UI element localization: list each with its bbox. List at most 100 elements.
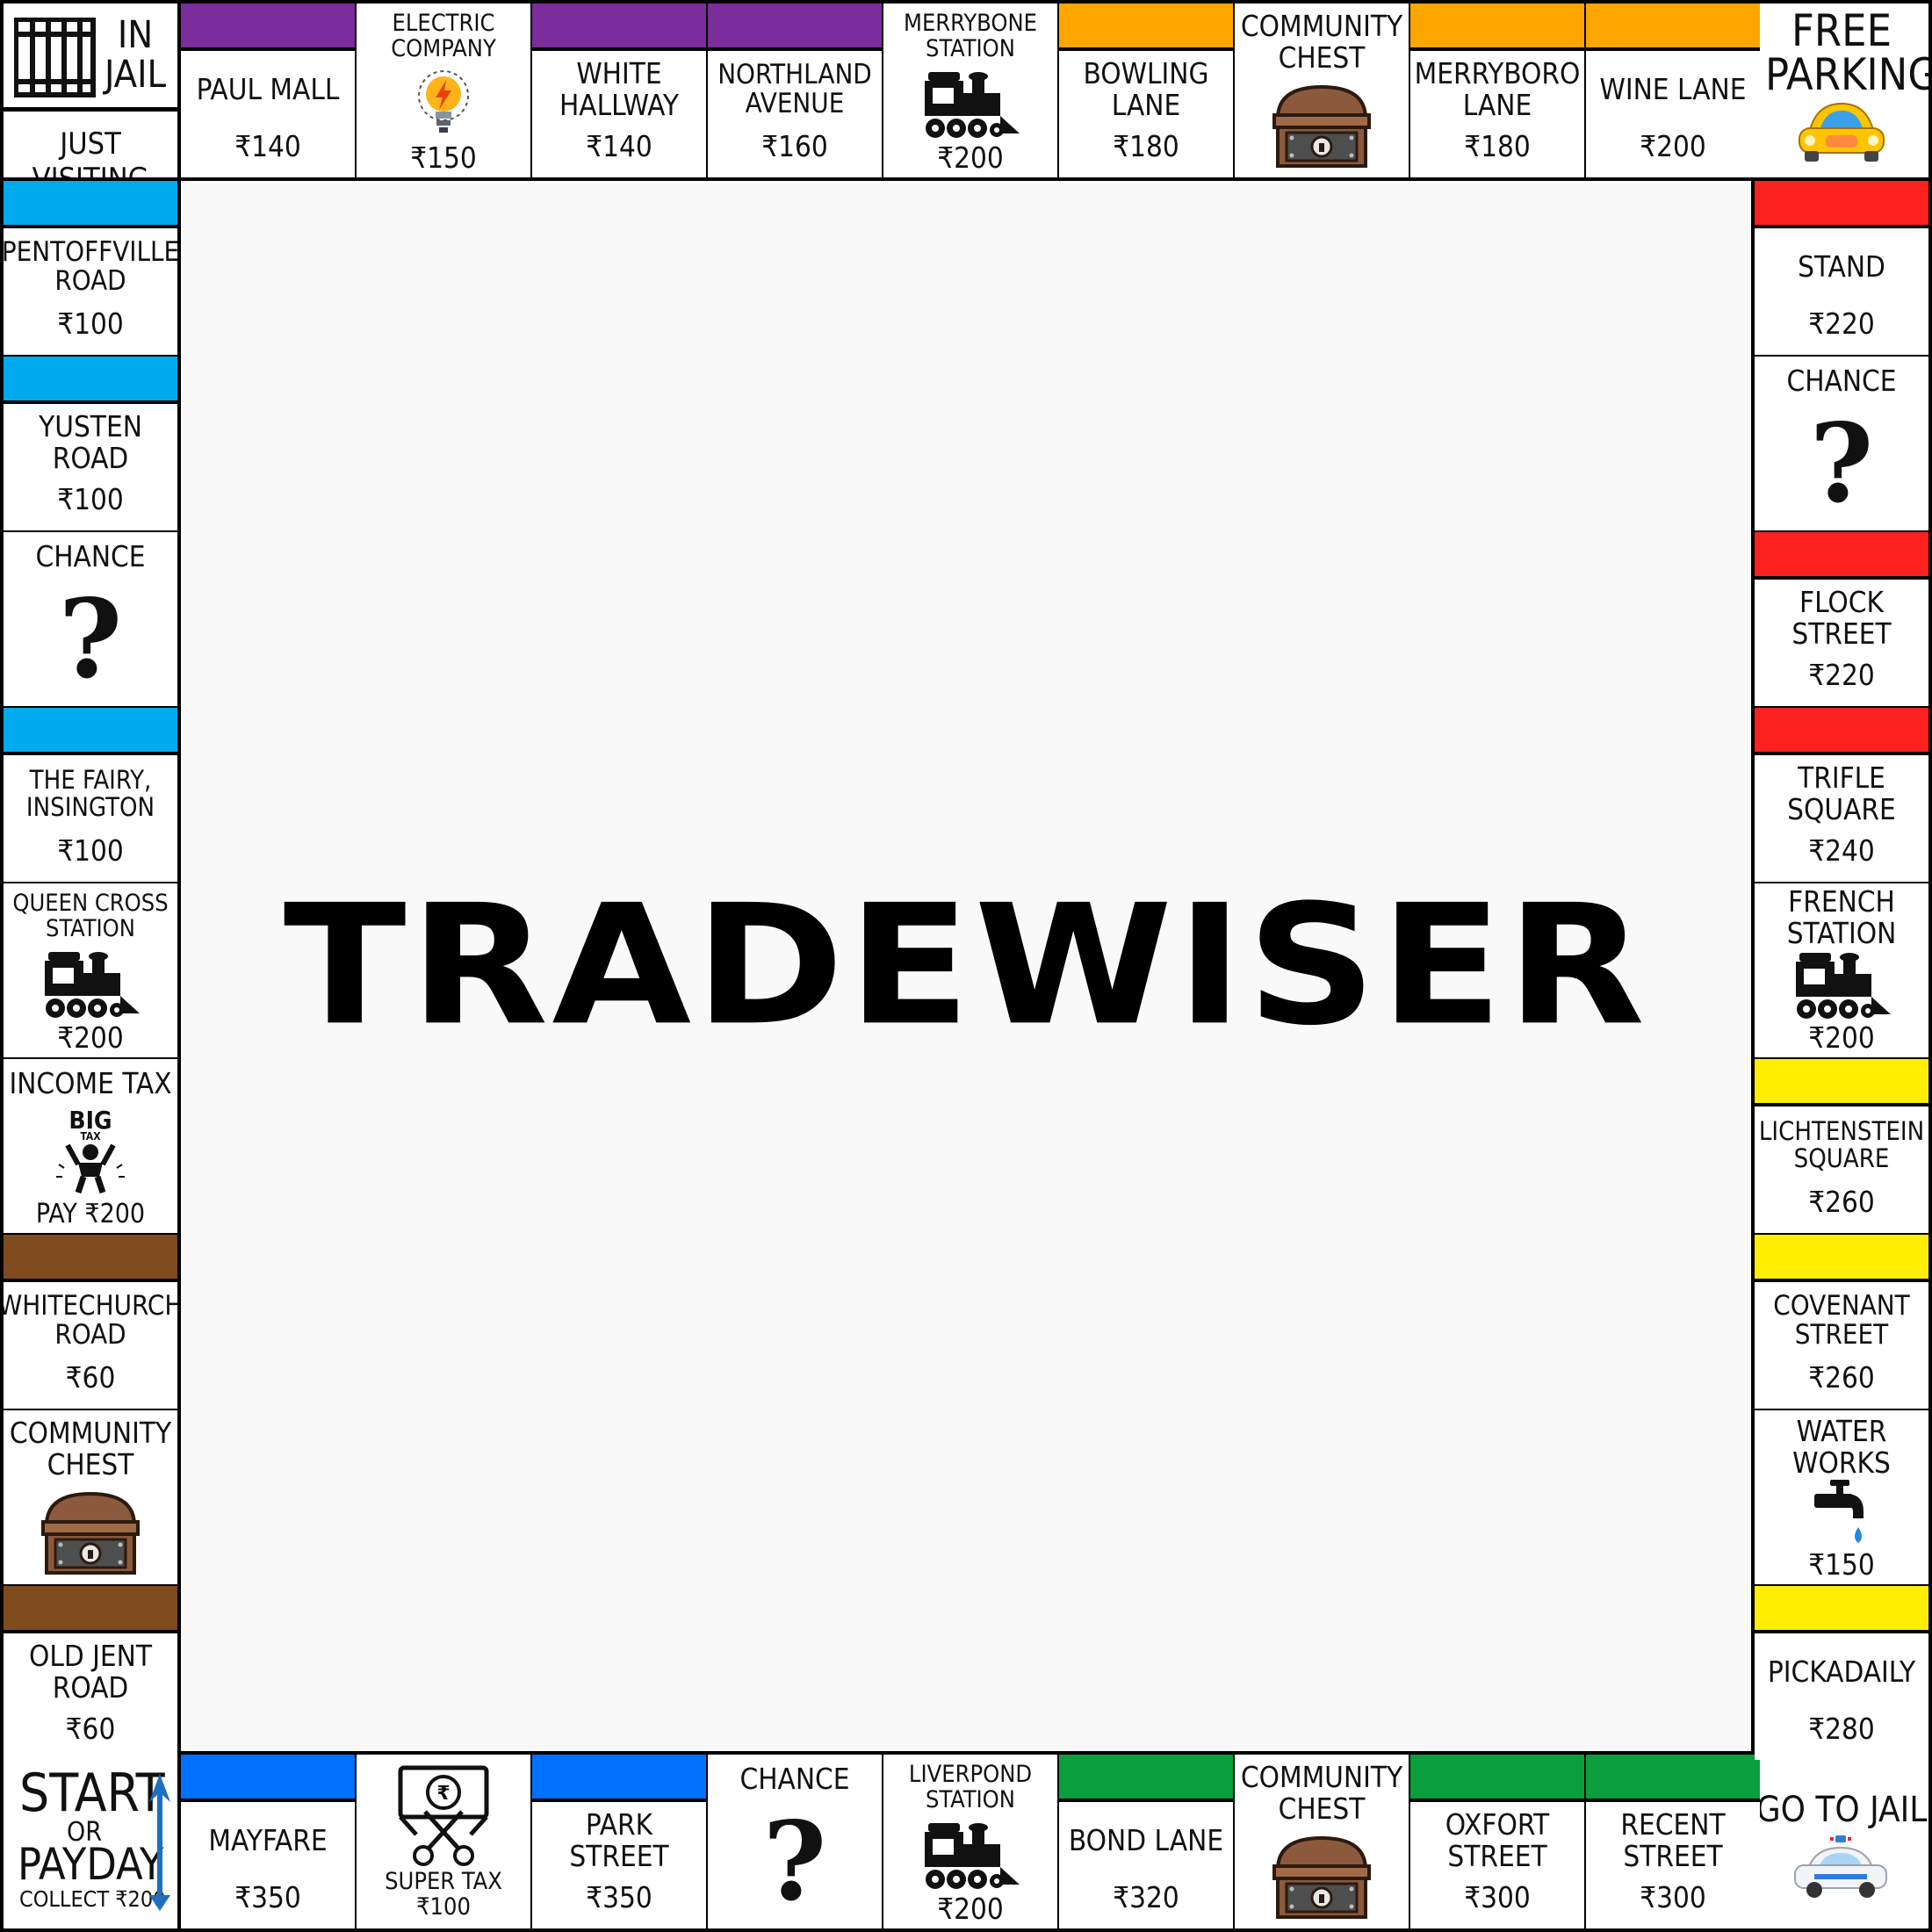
color-band	[1586, 4, 1760, 51]
board-center: TRADEWISER	[181, 181, 1751, 1751]
top-tile-paul-mall[interactable]: PAUL MALL ₹140	[181, 4, 355, 177]
property-name: STAND	[1798, 249, 1885, 285]
bottom-tile-recent-street[interactable]: RECENT STREET ₹300	[1586, 1755, 1760, 1928]
space-name: WATER WORKS	[1792, 1413, 1891, 1480]
space-price: ₹200	[57, 1020, 124, 1055]
property-name: PENTOFFVILLE ROAD	[4, 235, 177, 297]
space-name: MERRYBONE STATION	[904, 10, 1037, 63]
right-tile-french-station[interactable]: FRENCH STATION ₹200	[1755, 883, 1928, 1057]
bottom-tile-liverpond-station[interactable]: LIVERPOND STATION ₹200	[883, 1755, 1057, 1928]
svg-text:₹: ₹	[436, 1783, 450, 1805]
train-icon	[918, 61, 1023, 143]
space-name: FRENCH STATION	[1786, 883, 1897, 950]
payday-label: PAYDAY	[18, 1839, 164, 1890]
property-name: THE FAIRY, INSINGTON	[25, 764, 155, 822]
right-tile-stand[interactable]: STAND ₹220	[1755, 181, 1928, 355]
color-band	[1755, 181, 1928, 228]
property-price: ₹180	[1113, 129, 1179, 163]
left-tile-pentoffville-road[interactable]: PENTOFFVILLE ROAD ₹100	[4, 181, 177, 355]
property-name: FLOCK STREET	[1791, 585, 1892, 651]
space-name: COMMUNITY CHEST	[9, 1416, 172, 1481]
property-name: WHITE HALLWAY	[559, 56, 680, 122]
right-tile-lichtenstein-square[interactable]: LICHTENSTEIN SQUARE ₹260	[1755, 1059, 1928, 1233]
property-price: ₹140	[586, 129, 652, 163]
left-tile-community-chest[interactable]: COMMUNITY CHEST	[4, 1410, 177, 1584]
color-band	[532, 4, 706, 51]
top-tile-wine-lane[interactable]: WINE LANE ₹200	[1586, 4, 1760, 177]
top-tile-white-hallway[interactable]: WHITE HALLWAY ₹140	[532, 4, 706, 177]
property-name: MAYFARE	[208, 1823, 328, 1858]
space-name: COMMUNITY CHEST	[1240, 1760, 1403, 1826]
bottom-tile-park-street[interactable]: PARK STREET ₹350	[532, 1755, 706, 1928]
color-band	[1059, 1755, 1233, 1802]
space-name: LIVERPOND STATION	[908, 1761, 1033, 1814]
top-tile-merryboro-lane[interactable]: MERRYBORO LANE ₹180	[1410, 4, 1584, 177]
left-tile-chance[interactable]: CHANCE?	[4, 532, 177, 706]
bottom-tile-community-chest[interactable]: COMMUNITY CHEST	[1235, 1755, 1409, 1928]
property-price: ₹320	[1113, 1880, 1179, 1914]
color-band	[532, 1755, 706, 1802]
bottom-tile-mayfare[interactable]: MAYFARE ₹350	[181, 1755, 355, 1928]
question-mark-icon: ?	[762, 1799, 827, 1926]
color-band	[181, 4, 355, 51]
color-band	[708, 4, 882, 51]
corner-go-to-jail[interactable]: GO TO JAIL	[1755, 1755, 1928, 1928]
corner-free-parking[interactable]: FREE PARKING	[1755, 4, 1928, 177]
left-tile-queen-cross-station[interactable]: QUEEN CROSS STATION ₹200	[4, 883, 177, 1057]
board-title: TRADEWISER	[283, 869, 1649, 1063]
left-tile-whitechurch-road[interactable]: WHITECHURCH ROAD ₹60	[4, 1235, 177, 1409]
space-name: CHANCE	[739, 1762, 850, 1797]
property-price: ₹100	[57, 833, 124, 868]
property-name: TRIFLE SQUARE	[1787, 761, 1896, 826]
free-parking-label: FREE PARKING	[1765, 5, 1928, 100]
space-name: ELECTRIC COMPANY	[391, 10, 496, 63]
collect-label: COLLECT ₹200	[19, 1886, 166, 1912]
top-tile-community-chest[interactable]: COMMUNITY CHEST	[1235, 4, 1409, 177]
color-band	[1586, 1755, 1760, 1802]
property-price: ₹260	[1808, 1185, 1875, 1219]
property-price: ₹300	[1464, 1880, 1531, 1914]
color-band	[1755, 1059, 1928, 1107]
right-tile-trifle-square[interactable]: TRIFLE SQUARE ₹240	[1755, 708, 1928, 882]
property-price: ₹60	[65, 1360, 116, 1395]
right-tile-pickadaily[interactable]: PICKADAILY ₹280	[1755, 1586, 1928, 1760]
bottom-tile-oxfort-street[interactable]: OXFORT STREET ₹300	[1410, 1755, 1584, 1928]
right-tile-flock-street[interactable]: FLOCK STREET ₹220	[1755, 532, 1928, 706]
car-icon	[1794, 97, 1889, 170]
property-price: ₹220	[1808, 658, 1875, 692]
big-tax-icon: BIG TAX	[55, 1101, 126, 1201]
right-tile-covenant-street[interactable]: COVENANT STREET ₹260	[1755, 1235, 1928, 1409]
bottom-tile-super-tax-100[interactable]: ₹ SUPER TAX ₹100	[357, 1755, 530, 1928]
jail-bars-icon	[13, 17, 97, 102]
top-tile-northland-avenue[interactable]: NORTHLAND AVENUE ₹160	[708, 4, 882, 177]
space-price: ₹200	[937, 1892, 1004, 1926]
property-price: ₹300	[1640, 1880, 1706, 1914]
property-price: ₹60	[65, 1712, 116, 1746]
property-name: MERRYBORO LANE	[1414, 56, 1581, 122]
color-band	[1410, 1755, 1584, 1802]
color-band	[1755, 1235, 1928, 1282]
color-band	[1755, 1586, 1928, 1633]
just-visiting-label: JUST VISITING	[32, 126, 149, 177]
space-price: PAY ₹200	[35, 1199, 146, 1229]
left-tile-the-fairy-insington[interactable]: THE FAIRY, INSINGTON ₹100	[4, 708, 177, 882]
bottom-tile-chance[interactable]: CHANCE?	[708, 1755, 882, 1928]
chest-icon	[1271, 1824, 1373, 1928]
train-icon	[1789, 944, 1894, 1023]
top-tile-electric-company[interactable]: ELECTRIC COMPANY ₹150	[357, 4, 530, 177]
corner-jail[interactable]: IN JAIL JUST VISITING	[4, 4, 177, 177]
property-name: LICHTENSTEIN SQUARE	[1758, 1115, 1925, 1173]
property-price: ₹240	[1808, 833, 1875, 868]
right-tile-water-works[interactable]: WATER WORKS ₹150	[1755, 1410, 1928, 1584]
left-tile-income-tax[interactable]: INCOME TAX BIG TAX PAY ₹200	[4, 1059, 177, 1233]
property-price: ₹280	[1808, 1712, 1875, 1746]
right-tile-chance[interactable]: CHANCE?	[1755, 357, 1928, 530]
color-band	[181, 1755, 355, 1802]
corner-start[interactable]: START OR PAYDAY COLLECT ₹200	[4, 1755, 177, 1928]
top-tile-bowling-lane[interactable]: BOWLING LANE ₹180	[1059, 4, 1233, 177]
bottom-tile-bond-lane[interactable]: BOND LANE ₹320	[1059, 1755, 1233, 1928]
left-tile-yusten-road[interactable]: YUSTEN ROAD ₹100	[4, 357, 177, 530]
top-tile-merrybone-station[interactable]: MERRYBONE STATION ₹200	[883, 4, 1057, 177]
left-tile-old-jent-road[interactable]: OLD JENT ROAD ₹60	[4, 1586, 177, 1760]
color-band	[1755, 708, 1928, 755]
